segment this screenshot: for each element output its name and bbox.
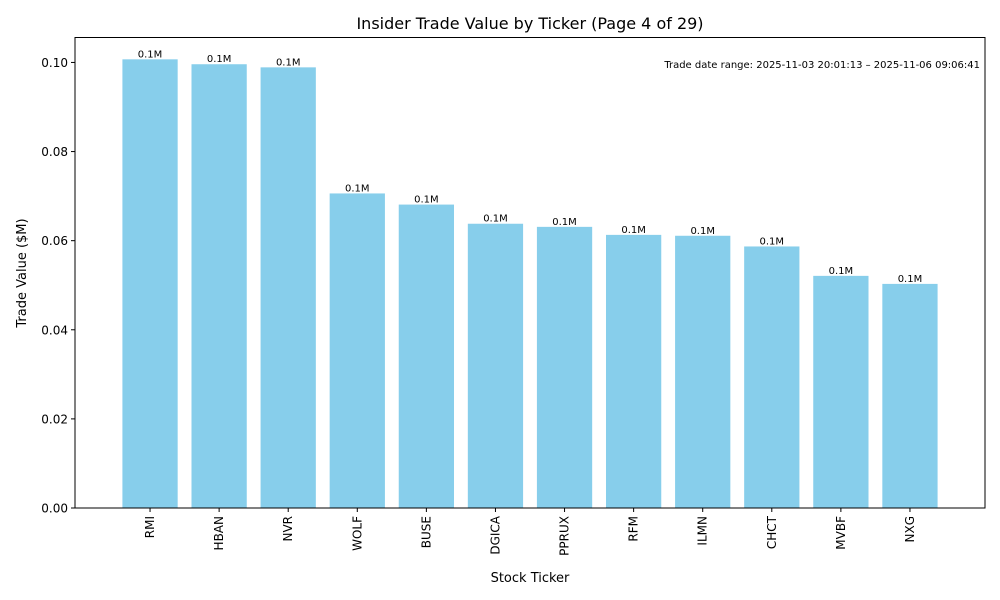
- x-tick-label: RMI: [143, 516, 157, 538]
- data-label: 0.1M: [207, 54, 232, 65]
- x-tick-label: RFM: [627, 516, 641, 542]
- bar-nvr: [260, 67, 316, 508]
- date-range-annotation: Trade date range: 2025-11-03 20:01:13 – …: [663, 60, 980, 71]
- y-tick-label: 0.06: [41, 234, 68, 248]
- x-axis-label: Stock Ticker: [491, 571, 570, 586]
- y-axis-label: Trade Value ($M): [15, 218, 30, 328]
- chart-title: Insider Trade Value by Ticker (Page 4 of…: [356, 14, 703, 33]
- bar-ilmn: [675, 235, 731, 508]
- data-label: 0.1M: [276, 57, 301, 68]
- bar-buse: [398, 204, 455, 508]
- x-tick-label: BUSE: [419, 516, 433, 548]
- x-tick-label: CHCT: [765, 515, 779, 549]
- bar-pprux: [536, 226, 593, 508]
- x-tick-label: WOLF: [350, 516, 364, 551]
- bar-dgica: [467, 223, 524, 509]
- data-label: 0.1M: [345, 183, 370, 194]
- data-label: 0.1M: [621, 225, 646, 236]
- y-tick-label: 0.00: [41, 502, 68, 516]
- y-tick-label: 0.08: [41, 145, 68, 159]
- bar-chct: [744, 246, 800, 509]
- x-tick-label: NXG: [903, 516, 917, 543]
- data-label: 0.1M: [138, 49, 163, 60]
- y-tick-label: 0.04: [41, 323, 68, 337]
- x-tick-label: HBAN: [212, 516, 226, 550]
- x-tick-label: MVBF: [834, 516, 848, 550]
- data-label: 0.1M: [414, 195, 439, 206]
- y-tick-label: 0.10: [41, 56, 68, 70]
- data-label: 0.1M: [898, 274, 923, 285]
- data-label: 0.1M: [690, 226, 715, 237]
- y-tick-label: 0.02: [41, 412, 68, 426]
- data-label: 0.1M: [552, 217, 577, 228]
- bar-wolf: [329, 193, 385, 508]
- data-label: 0.1M: [760, 236, 785, 247]
- bar-rfm: [605, 234, 662, 509]
- bar-hban: [191, 64, 247, 508]
- plot-frame: [74, 37, 986, 509]
- x-tick-label: DGICA: [488, 515, 502, 554]
- data-label: 0.1M: [483, 214, 508, 225]
- bar-rmi: [122, 59, 178, 509]
- bar-nxg: [882, 283, 938, 508]
- x-tick-label: ILMN: [696, 516, 710, 546]
- x-tick-label: NVR: [281, 516, 295, 542]
- data-label: 0.1M: [829, 266, 854, 277]
- x-tick-label: PPRUX: [558, 516, 572, 556]
- bar-mvbf: [813, 275, 869, 508]
